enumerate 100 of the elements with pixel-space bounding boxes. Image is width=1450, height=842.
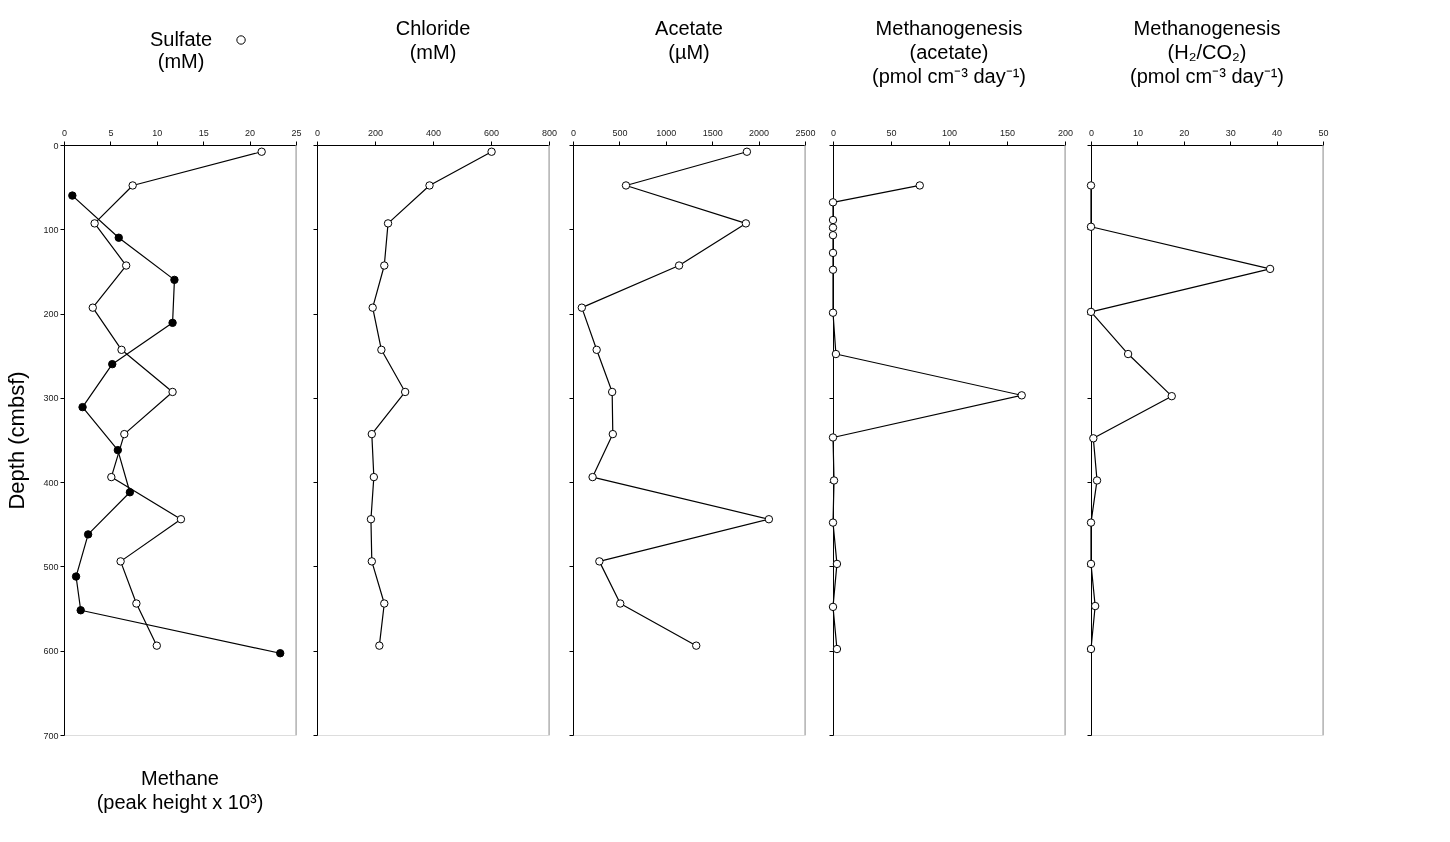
point	[1123, 349, 1133, 359]
point	[117, 345, 126, 355]
x-tick-label: 800	[541, 127, 558, 138]
x-tick-label: 0	[570, 127, 577, 138]
point	[828, 518, 838, 527]
chart-title: Chloride (mM)	[395, 17, 471, 63]
point	[68, 191, 77, 200]
point	[764, 515, 774, 524]
point	[377, 345, 386, 355]
point	[78, 402, 87, 412]
point	[168, 387, 177, 397]
x-tick-label: 20	[245, 127, 256, 138]
point	[76, 606, 85, 615]
point	[1265, 264, 1275, 274]
point	[487, 147, 496, 156]
x-tick-label: 1000	[656, 127, 677, 138]
y-tick-label: 200	[43, 309, 59, 320]
point	[369, 472, 379, 482]
point	[616, 599, 625, 608]
point	[828, 433, 838, 442]
point	[125, 488, 135, 497]
point	[828, 230, 838, 240]
point	[1086, 559, 1096, 569]
x-axis-title: Methane (peak height x 10³)	[96, 767, 264, 813]
point	[88, 303, 97, 312]
x-tick-label: 0	[830, 127, 837, 138]
point	[832, 559, 842, 569]
point	[831, 349, 841, 359]
x-tick-label: 20	[1179, 127, 1190, 138]
point	[90, 219, 99, 228]
y-tick-label: 100	[43, 224, 59, 235]
point	[400, 387, 410, 397]
point	[380, 599, 389, 608]
point	[114, 233, 123, 242]
x-tick-label: 15	[198, 127, 209, 138]
point	[367, 557, 377, 566]
x-tick-label: 600	[483, 127, 500, 138]
legend-label: Sulfate (mM)	[149, 28, 213, 72]
point	[121, 261, 131, 270]
point	[588, 472, 597, 482]
point	[170, 275, 179, 285]
point	[383, 219, 393, 228]
point	[276, 649, 285, 658]
point	[742, 147, 752, 156]
point	[829, 476, 839, 485]
point	[832, 644, 842, 654]
point	[366, 515, 376, 524]
point	[116, 557, 125, 566]
y-axis-title: Depth (cmbsf)	[4, 371, 30, 510]
point	[607, 387, 617, 397]
point	[828, 223, 838, 232]
point	[367, 429, 377, 439]
x-tick-label: 10	[152, 127, 163, 138]
x-tick-label: 150	[999, 127, 1016, 138]
point	[152, 641, 162, 650]
point	[107, 472, 116, 482]
x-tick-label: 50	[1318, 127, 1329, 138]
point	[915, 181, 924, 190]
x-tick-label: 100	[941, 127, 958, 138]
x-tick-label: 25	[291, 127, 302, 138]
point	[368, 303, 377, 312]
point	[828, 602, 838, 612]
point	[128, 181, 137, 190]
chart-title: Acetate (µM)	[655, 17, 723, 63]
x-tick-label: 30	[1225, 127, 1236, 138]
point	[1086, 181, 1096, 190]
point	[1086, 307, 1096, 317]
x-tick-label: 200	[367, 127, 384, 138]
y-tick-label: 700	[43, 730, 59, 741]
point	[257, 147, 266, 156]
x-tick-label: 0	[1088, 127, 1095, 138]
x-tick-label: 2000	[749, 127, 770, 138]
point	[828, 215, 838, 225]
chart-title: Methanogenesis (H₂/CO₂) (pmol cm⁻³ day⁻¹)	[1129, 17, 1285, 87]
point	[828, 308, 838, 317]
chart-title: Methanogenesis (acetate) (pmol cm⁻³ day⁻¹)	[871, 17, 1027, 87]
x-tick-label: 50	[886, 127, 897, 138]
y-tick-label: 500	[43, 561, 59, 572]
point	[176, 515, 186, 524]
point	[595, 557, 604, 566]
point	[1017, 391, 1026, 400]
point	[380, 261, 389, 270]
x-tick-label: 0	[314, 127, 321, 138]
x-tick-label: 400	[425, 127, 442, 138]
point	[1167, 391, 1176, 401]
point	[120, 429, 129, 439]
point	[741, 219, 751, 228]
point	[1086, 518, 1096, 527]
x-tick-label: 2500	[795, 127, 816, 138]
point	[113, 445, 123, 455]
point	[592, 345, 601, 355]
x-tick-label: 5	[108, 127, 114, 138]
point	[1090, 601, 1100, 611]
point	[132, 599, 141, 608]
point	[71, 572, 81, 581]
x-tick-label: 40	[1272, 127, 1283, 138]
point	[621, 181, 631, 190]
point	[1092, 476, 1102, 485]
point	[828, 198, 838, 207]
x-tick-label: 200	[1057, 127, 1074, 138]
